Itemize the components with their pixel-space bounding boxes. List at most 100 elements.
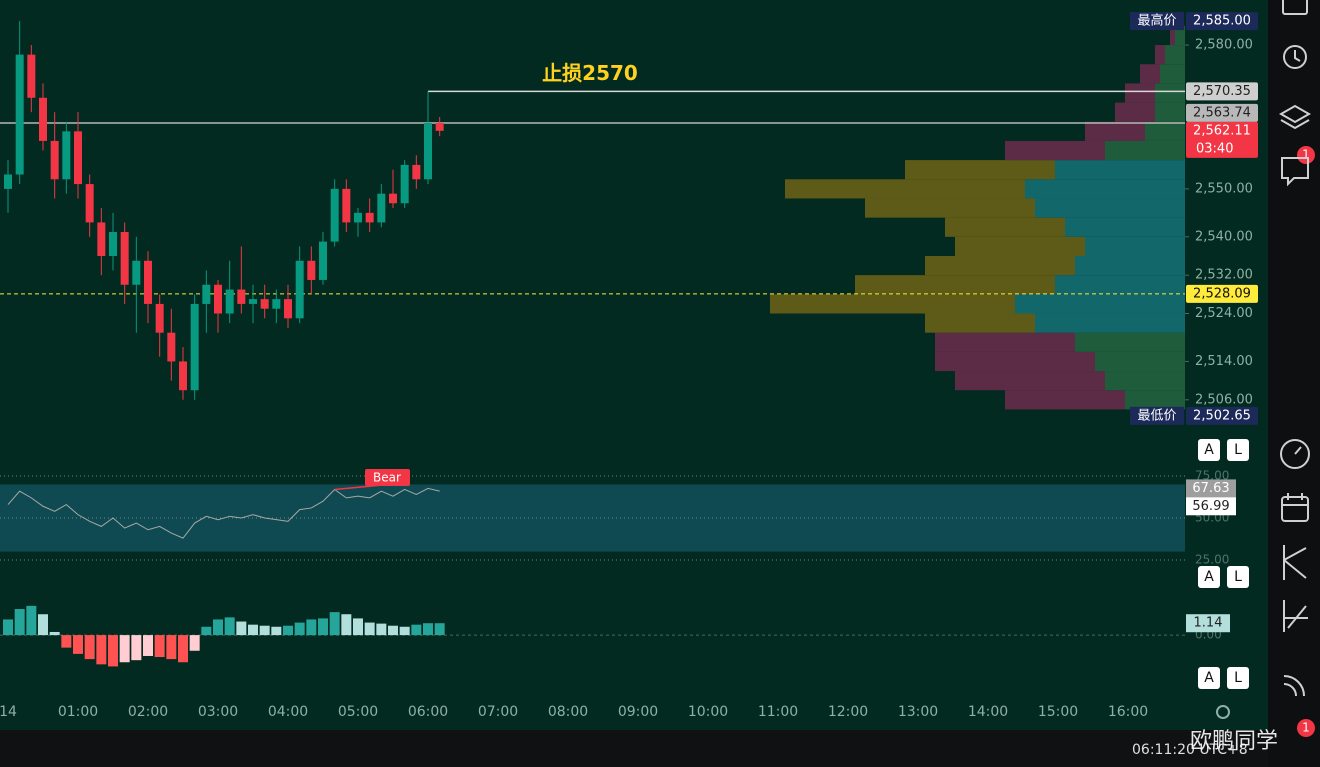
x-tick-label: 03:00 bbox=[198, 704, 238, 720]
candle-body bbox=[132, 260, 141, 285]
rsi-tick-label: 25.00 bbox=[1195, 552, 1229, 566]
watermark: 欧鹏同学 bbox=[1190, 729, 1278, 754]
macd-bar bbox=[376, 623, 387, 636]
notification-count: 1 bbox=[1302, 148, 1310, 162]
profile-down bbox=[785, 179, 1025, 199]
candle-body bbox=[39, 97, 47, 141]
profile-down bbox=[865, 198, 1035, 218]
icon-gauge-hand bbox=[1294, 446, 1302, 455]
profile-down bbox=[905, 160, 1055, 180]
profile-down bbox=[925, 255, 1075, 276]
x-tick-label: 07:00 bbox=[478, 704, 518, 720]
scale-button[interactable] bbox=[1198, 566, 1220, 588]
right-toolbar bbox=[1268, 0, 1320, 767]
macd-value-label: 1.14 bbox=[1194, 616, 1223, 631]
price-marker-box bbox=[1186, 406, 1258, 425]
macd-bar bbox=[213, 619, 223, 636]
candle-body bbox=[202, 284, 211, 304]
clock: 06:11:20 UTC+8 bbox=[1132, 742, 1248, 758]
bear-label-box bbox=[365, 469, 410, 486]
candle-body bbox=[400, 164, 409, 204]
x-tick-label: 04:00 bbox=[268, 704, 308, 720]
scale-button[interactable] bbox=[1198, 667, 1220, 689]
macd-bar bbox=[178, 635, 188, 663]
icon-layers[interactable] bbox=[1278, 104, 1312, 130]
profile-down bbox=[1140, 64, 1160, 84]
icon-alarm-hand bbox=[1294, 50, 1301, 62]
macd-bar bbox=[294, 622, 305, 636]
icon-alarm[interactable] bbox=[1283, 45, 1307, 69]
candle-body bbox=[237, 289, 246, 304]
status-bar bbox=[0, 730, 1268, 767]
macd-bar bbox=[271, 626, 282, 636]
profile-up bbox=[1075, 332, 1185, 352]
icon-draw[interactable] bbox=[1283, 545, 1307, 580]
icon-chat[interactable] bbox=[1281, 157, 1309, 187]
candle-body bbox=[377, 193, 386, 223]
candle-body bbox=[389, 193, 397, 204]
layers: 止损2570 2,580.00 2,550.00 2,540.00 2,532.00 2,… bbox=[0, 12, 1315, 758]
price-marker-label: 2,502.65 bbox=[1193, 408, 1251, 423]
candle-body bbox=[295, 260, 304, 319]
scale-button[interactable] bbox=[1227, 667, 1249, 689]
profile-up bbox=[1015, 294, 1185, 314]
profile-up bbox=[1105, 140, 1185, 161]
candle-body bbox=[167, 332, 176, 362]
profile-down bbox=[955, 371, 1105, 391]
candle-body bbox=[330, 188, 339, 242]
price-marker-name: 最低价 bbox=[1137, 408, 1176, 423]
profile-up bbox=[1160, 64, 1185, 84]
macd-bar bbox=[14, 609, 25, 636]
rsi-value-box bbox=[1186, 479, 1236, 498]
macd-bar bbox=[423, 623, 433, 636]
candle-body bbox=[249, 299, 257, 304]
scale-button[interactable] bbox=[1198, 439, 1220, 461]
candle-body bbox=[214, 284, 222, 314]
macd-bar bbox=[364, 622, 375, 636]
x-tick-label: 08:00 bbox=[548, 704, 588, 720]
profile-up bbox=[1085, 236, 1185, 256]
y-tick-label: 2,524.00 bbox=[1195, 306, 1253, 321]
scale-button-label: A bbox=[1204, 670, 1214, 686]
macd-bar bbox=[131, 635, 142, 661]
profile-up bbox=[1025, 179, 1185, 199]
icon-calendar[interactable] bbox=[1281, 496, 1309, 522]
candle-body bbox=[74, 131, 82, 185]
icon-gauge[interactable] bbox=[1280, 439, 1310, 469]
profile-up bbox=[1105, 371, 1185, 391]
settings-icon[interactable] bbox=[1216, 705, 1230, 719]
scale-button[interactable] bbox=[1227, 439, 1249, 461]
icon-broadcast[interactable] bbox=[1283, 675, 1305, 697]
profile-down bbox=[1005, 390, 1125, 410]
profile-up bbox=[1155, 83, 1185, 103]
icon-list[interactable] bbox=[1282, 0, 1308, 15]
x-tick-label: 05:00 bbox=[338, 704, 378, 720]
candle-body bbox=[412, 164, 421, 180]
icon-trend[interactable] bbox=[1283, 600, 1308, 632]
profile-up bbox=[1145, 121, 1185, 141]
profile-up bbox=[1095, 351, 1185, 372]
macd-bar bbox=[248, 624, 258, 636]
x-tick-label: 02:00 bbox=[128, 704, 168, 720]
scale-button[interactable] bbox=[1227, 566, 1249, 588]
candle-body bbox=[97, 222, 106, 256]
candle-body bbox=[179, 361, 187, 391]
candle-body bbox=[365, 212, 374, 223]
price-marker-box bbox=[1186, 103, 1258, 122]
x-tick-label: 11:00 bbox=[758, 704, 798, 720]
scale-button-label: L bbox=[1234, 442, 1242, 458]
macd-bar bbox=[154, 635, 165, 658]
profile-down bbox=[945, 217, 1065, 237]
rsi-value-label: 56.99 bbox=[1192, 499, 1229, 514]
scale-button-label: L bbox=[1234, 569, 1242, 585]
candle-body bbox=[50, 140, 59, 180]
y-tick-label: 2,550.00 bbox=[1195, 181, 1253, 196]
macd-bar bbox=[96, 635, 107, 665]
price-marker-label: 2,563.74 bbox=[1193, 105, 1251, 120]
y-tick-label: 2,514.00 bbox=[1195, 354, 1253, 369]
candle-body bbox=[15, 54, 24, 175]
macd-bar bbox=[189, 635, 200, 651]
x-tick-label: 12:00 bbox=[828, 704, 868, 720]
candle-body bbox=[155, 303, 164, 333]
